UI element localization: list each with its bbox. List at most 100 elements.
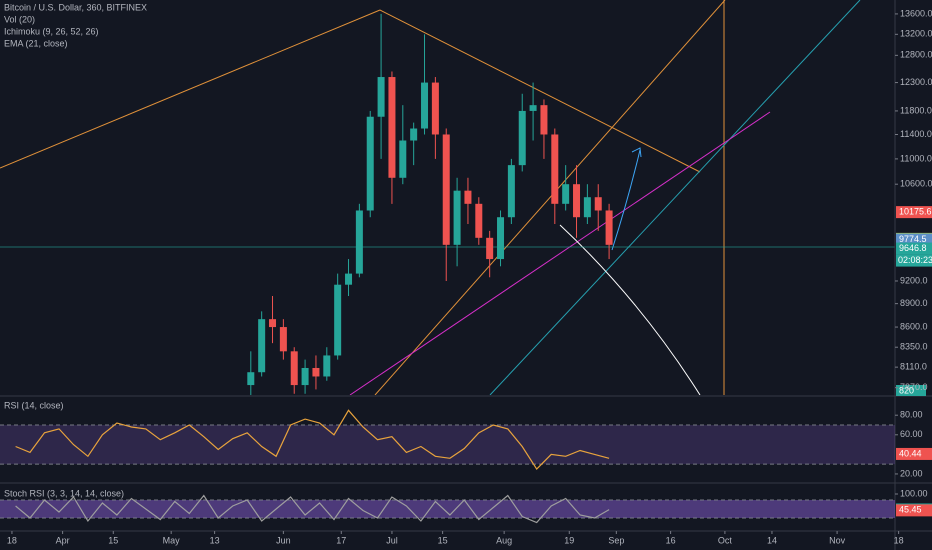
x-tick-label: Aug — [496, 535, 512, 545]
y-tick-label: 11800.0 — [900, 105, 932, 115]
candle-body — [345, 273, 353, 285]
candle-body — [247, 372, 255, 386]
candle-body — [421, 82, 429, 129]
pane — [247, 13, 613, 395]
candle-body — [562, 184, 570, 204]
x-tick-label: 15 — [108, 535, 118, 545]
y-tick-label: 8900.0 — [900, 298, 928, 308]
y-tick-label: 8350.0 — [900, 342, 928, 352]
x-tick-label: Jun — [276, 535, 291, 545]
candle-body — [573, 184, 581, 218]
arc — [559, 224, 701, 395]
y-tick-label: 8110.0 — [900, 362, 927, 372]
y-tick-label: 13200.0 — [900, 29, 932, 39]
study-label: Ichimoku (9, 26, 52, 26) — [4, 26, 99, 36]
candle-body — [323, 355, 331, 377]
candle-body — [258, 319, 266, 373]
last-value-label: 10175.6 — [899, 206, 932, 216]
candle-body — [594, 197, 602, 211]
x-tick-label: 18 — [894, 535, 904, 545]
y-tick-label: 12800.0 — [900, 50, 932, 60]
x-tick-label: 17 — [336, 535, 346, 545]
pane-title: Stoch RSI (3, 3, 14, 14, close) — [4, 488, 124, 498]
trend-line — [0, 9, 381, 169]
y-tick-label: 7870.0 — [900, 382, 928, 392]
candle-body — [551, 134, 559, 204]
candle-body — [605, 210, 613, 245]
last-value-box — [896, 447, 932, 460]
x-tick-label: Jul — [386, 535, 398, 545]
band — [0, 500, 895, 518]
symbol-title: Bitcoin / U.S. Dollar, 360, BITFINEX — [4, 2, 147, 12]
y-tick-label: 10600.0 — [900, 179, 932, 189]
drawings — [0, 0, 895, 395]
trend-line — [349, 111, 771, 395]
x-tick-label: Sep — [608, 535, 624, 545]
candle-body — [540, 105, 548, 135]
arrow — [611, 147, 642, 251]
last-value-box — [896, 242, 932, 255]
candle-body — [475, 203, 483, 238]
candle-body — [464, 190, 472, 204]
study-label: EMA (21, close) — [4, 38, 68, 48]
trend-line — [374, 0, 726, 395]
trend-line — [489, 0, 861, 395]
candle-body — [388, 77, 396, 178]
pane — [0, 409, 895, 471]
candle-body — [583, 197, 591, 218]
candle-body — [290, 351, 298, 386]
candle-body — [529, 105, 537, 111]
candle-body — [312, 367, 320, 377]
x-tick-label: Oct — [718, 535, 733, 545]
y-tick-label: 100.00 — [900, 488, 928, 498]
y-tick-label: 20.00 — [900, 468, 923, 478]
y-tick-label: 12300.0 — [900, 77, 932, 87]
last-value-label: 45.45 — [899, 505, 922, 515]
countdown: 02:08:23 — [898, 255, 932, 265]
candle-body — [507, 165, 515, 218]
x-tick-label: 16 — [666, 535, 676, 545]
candle-body — [399, 140, 407, 178]
candle-body — [279, 327, 287, 352]
candle-body — [497, 217, 505, 260]
trend-line — [379, 9, 701, 173]
x-tick-label: Nov — [829, 535, 846, 545]
candle-body — [486, 237, 494, 260]
y-tick-label: 9200.0 — [900, 275, 928, 285]
candle-body — [377, 77, 385, 117]
x-tick-label: 15 — [438, 535, 448, 545]
candle-body — [518, 110, 526, 166]
candle-body — [334, 284, 342, 356]
y-tick-label: 8600.0 — [900, 321, 928, 331]
y-tick-label: 11400.0 — [900, 129, 932, 139]
candle-body — [301, 367, 309, 386]
volume-label: 820 — [899, 385, 914, 395]
candle-body — [410, 128, 418, 141]
y-tick-label: 11000.0 — [900, 153, 932, 163]
x-tick-label: 19 — [564, 535, 574, 545]
x-tick-label: Apr — [56, 535, 70, 545]
x-tick-label: 13 — [210, 535, 220, 545]
candle-body — [366, 116, 374, 211]
x-tick-label: May — [163, 535, 181, 545]
volume-label-box — [896, 385, 926, 396]
candle-body — [269, 319, 277, 328]
pane — [0, 494, 895, 524]
candle-body — [442, 134, 450, 245]
last-value-box — [896, 504, 932, 517]
y-tick-label: 13600.0 — [900, 8, 932, 18]
y-tick-label: 80.00 — [900, 410, 923, 420]
candle-body — [453, 190, 461, 245]
line-series — [15, 409, 610, 471]
y-tick-label: 60.00 — [900, 429, 923, 439]
last-value-label: 40.44 — [899, 448, 922, 458]
last-value-label: 9774.5 — [899, 234, 927, 244]
pane-title: RSI (14, close) — [4, 400, 64, 410]
study-label: Vol (20) — [4, 14, 35, 24]
line-series — [15, 494, 610, 524]
countdown-box — [896, 254, 932, 267]
candle-body — [431, 82, 439, 135]
x-tick-label: 18 — [7, 535, 17, 545]
